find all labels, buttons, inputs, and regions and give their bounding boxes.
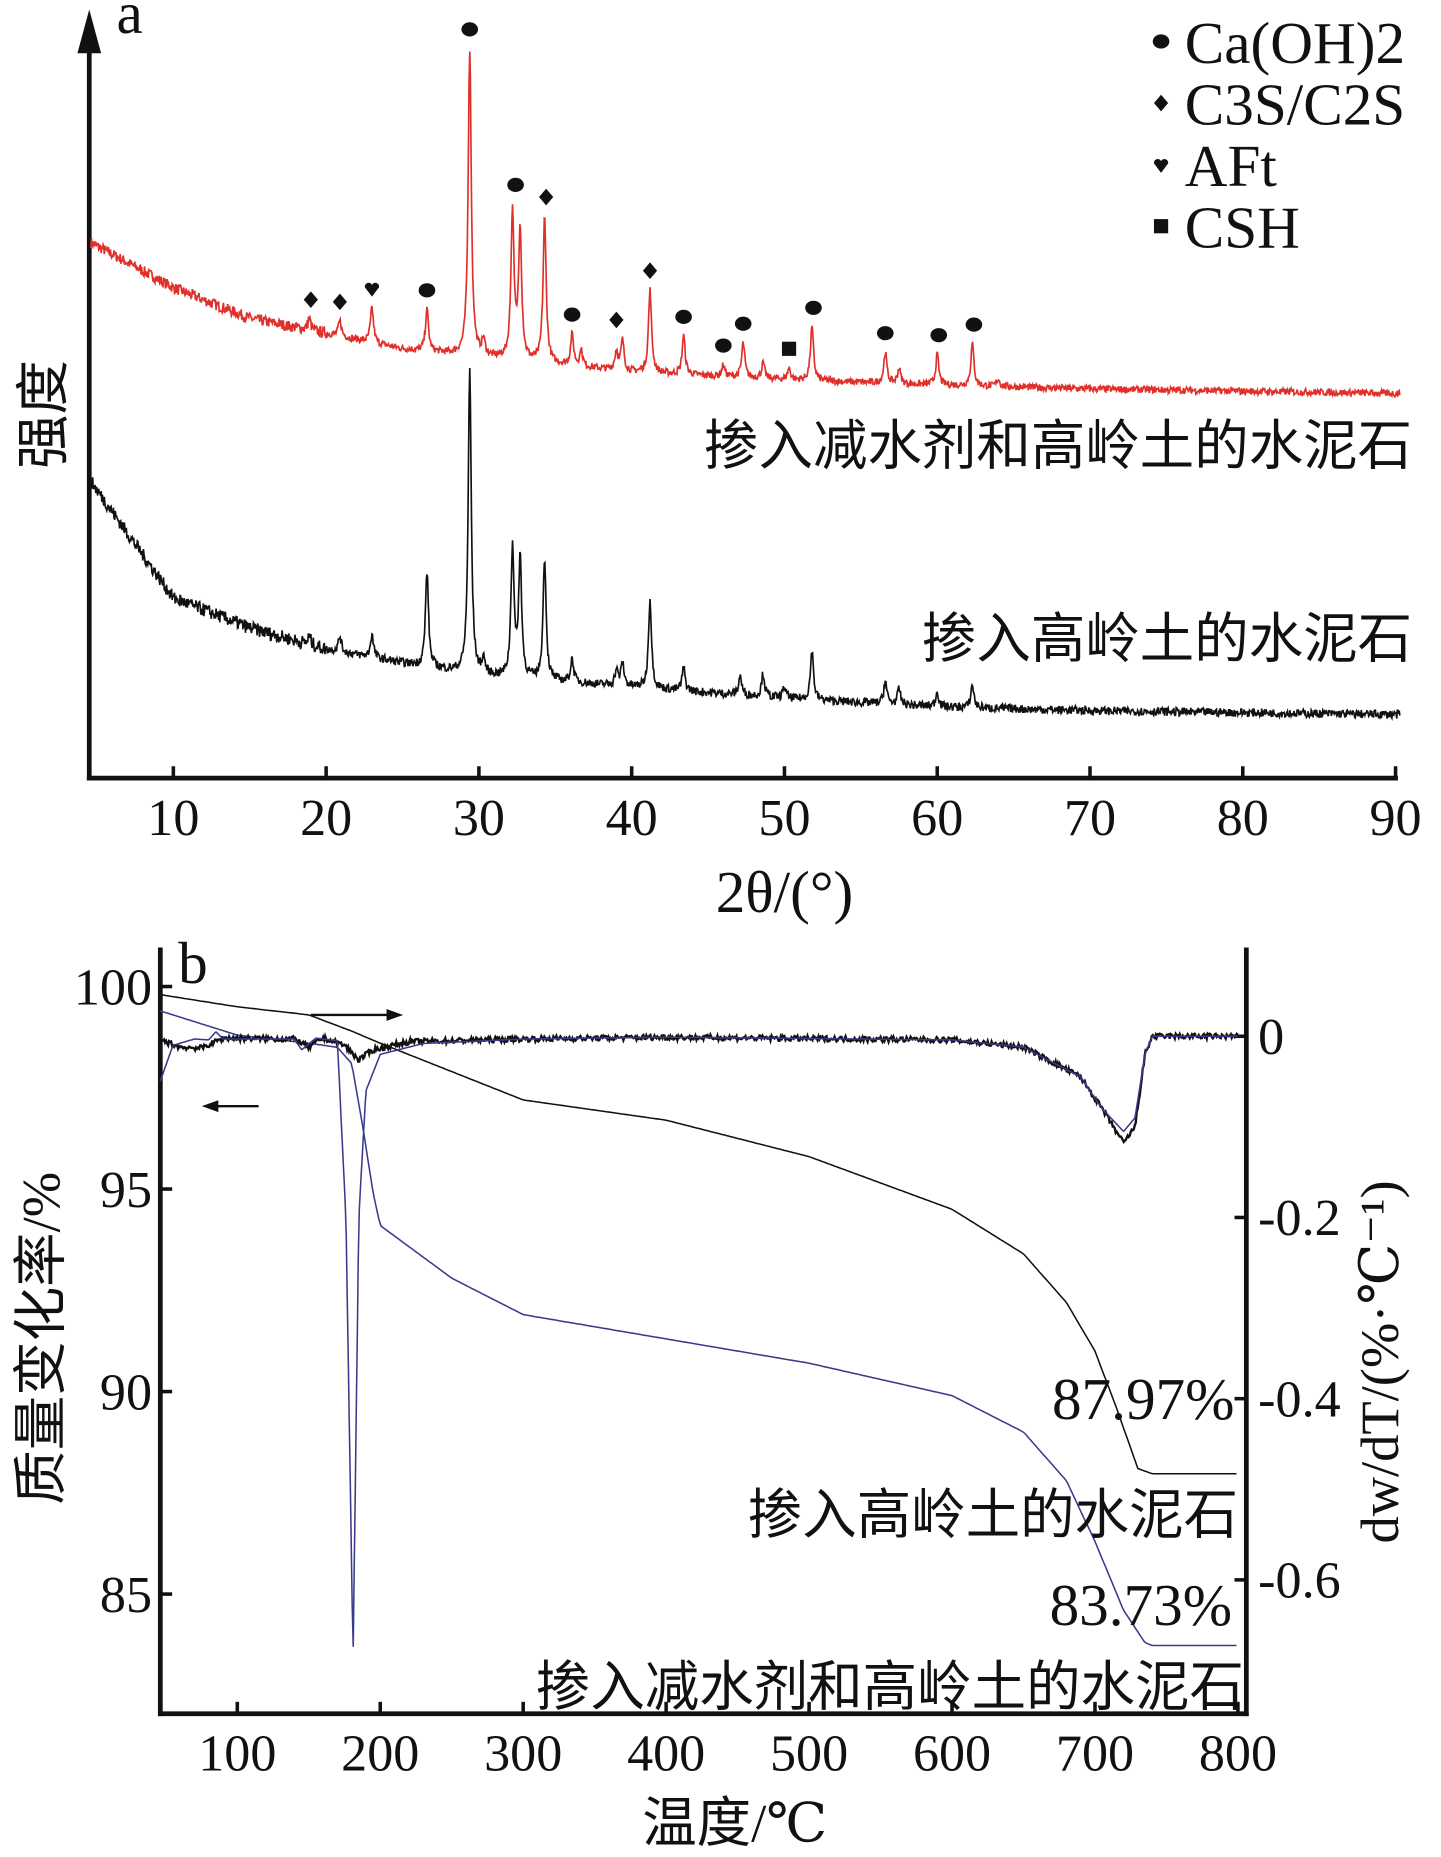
circle-marker-icon <box>418 283 436 298</box>
annotation-final-mass-black: 87.97% <box>1052 1366 1235 1432</box>
legend: Ca(OH)2 C3S/C2S AFt CSH <box>1152 10 1405 261</box>
x-tick-label: 700 <box>1056 1726 1134 1783</box>
heart-legend-icon <box>1153 159 1169 173</box>
legend-label-c3s-c2s: C3S/C2S <box>1185 71 1405 137</box>
legend-label-caoh2: Ca(OH)2 <box>1185 10 1405 76</box>
legend-label-aft: AFt <box>1185 133 1278 199</box>
tg-panel: 100 200 300 400 500 600 700 800 100 95 90 85 0 -0.2 -0… <box>11 930 1410 1854</box>
heart-marker-icon <box>364 282 380 297</box>
x-axis-title: 2θ/(°) <box>716 859 854 925</box>
series-label-blue: 掺入减水剂和高岭土的水泥石 <box>536 1656 1244 1717</box>
panel-label-a: a <box>117 0 143 46</box>
xrd-series-line <box>89 51 1401 399</box>
diamond-marker-icon <box>609 311 624 329</box>
circle-marker-icon <box>563 307 581 322</box>
y-axis-arrow-icon <box>77 9 102 54</box>
x-tick-label: 800 <box>1199 1726 1277 1783</box>
y2-tick-label: -0.6 <box>1258 1553 1340 1610</box>
dtg-series-line <box>159 1031 1238 1647</box>
circle-marker-icon <box>965 317 983 332</box>
xrd-panel: 10 20 30 40 50 60 70 80 90 a 2θ/(°) 强度 掺入减水剂和高岭土… <box>13 0 1422 925</box>
series-label-red: 掺入减水剂和高岭土的水泥石 <box>704 415 1412 476</box>
y-axis-title: 质量变化率/% <box>11 1172 72 1505</box>
x-tick-label: 100 <box>198 1726 276 1783</box>
panel-label-b: b <box>178 930 208 996</box>
diamond-marker-icon <box>642 262 658 279</box>
x-tick-label: 300 <box>484 1726 562 1783</box>
y2-tick-label: -0.2 <box>1258 1190 1340 1247</box>
diamond-marker-icon <box>332 293 347 311</box>
series-label-black: 掺入高岭土的水泥石 <box>748 1485 1238 1546</box>
x-tick-label: 600 <box>913 1726 991 1783</box>
dtg-series-line <box>159 1030 1239 1145</box>
circle-marker-icon <box>461 22 479 37</box>
xrd-series-line <box>89 367 1401 722</box>
arrow-right-icon <box>310 1009 404 1021</box>
series-label-black: 掺入高岭土的水泥石 <box>922 608 1412 669</box>
x-tick-label: 60 <box>911 790 963 847</box>
diamond-marker-icon <box>539 188 554 206</box>
y-tick-label: 100 <box>74 959 152 1016</box>
y2-tick-label: 0 <box>1258 1009 1284 1066</box>
x-tick-label: 30 <box>453 790 505 847</box>
x-tick-label: 10 <box>147 790 199 847</box>
x-tick-label: 50 <box>758 790 810 847</box>
x-tick-label: 200 <box>341 1726 419 1783</box>
x-axis-title: 温度/℃ <box>642 1793 827 1854</box>
y2-axis-title: dw/dT/(%·℃⁻¹) <box>1349 1180 1410 1543</box>
y-axis-title: 强度 <box>13 360 74 469</box>
x-tick-label: 400 <box>627 1726 705 1783</box>
x-tick-label: 20 <box>300 790 352 847</box>
square-legend-icon <box>1153 219 1169 234</box>
circle-marker-icon <box>805 300 822 315</box>
diamond-legend-icon <box>1153 94 1169 112</box>
x-tick-label: 40 <box>606 790 658 847</box>
circle-marker-icon <box>507 177 524 192</box>
y2-tick-label: -0.4 <box>1258 1371 1340 1428</box>
tg-series-line <box>159 993 1237 1475</box>
y-tick-label: 85 <box>100 1567 152 1624</box>
legend-label-csh: CSH <box>1185 195 1300 261</box>
x-tick-label: 70 <box>1064 790 1116 847</box>
circle-marker-icon <box>675 309 692 324</box>
tg-series-line <box>159 1010 1237 1647</box>
circle-marker-icon <box>876 326 894 341</box>
x-tick-label: 500 <box>770 1726 848 1783</box>
circle-marker-icon <box>930 328 948 343</box>
y-tick-label: 95 <box>100 1162 152 1219</box>
y-tick-label: 90 <box>100 1364 152 1421</box>
circle-legend-icon <box>1152 34 1170 49</box>
x-tick-label: 90 <box>1370 790 1422 847</box>
arrow-left-icon <box>201 1100 259 1113</box>
circle-marker-icon <box>715 338 732 353</box>
diamond-marker-icon <box>303 291 318 308</box>
circle-marker-icon <box>734 316 752 331</box>
square-marker-icon <box>781 341 797 356</box>
x-tick-label: 80 <box>1217 790 1269 847</box>
annotation-final-mass-blue: 83.73% <box>1050 1572 1233 1638</box>
